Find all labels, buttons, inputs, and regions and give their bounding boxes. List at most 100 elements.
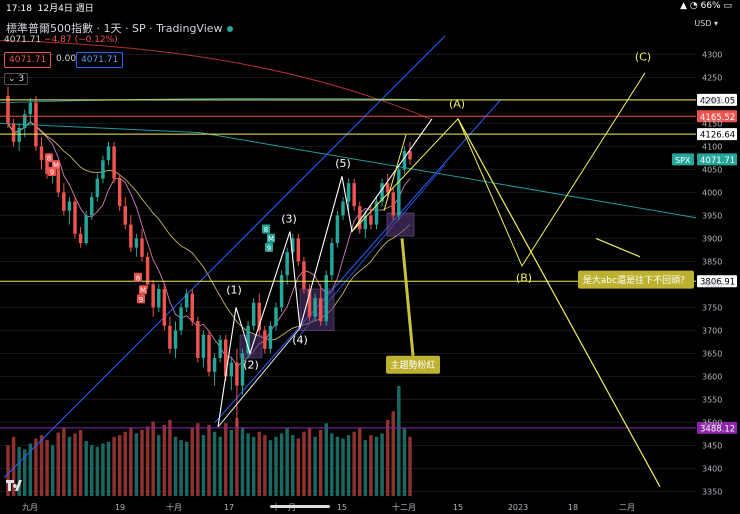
y-axis-tick: 3700 — [702, 326, 722, 335]
indicator-collapse-button[interactable]: ⌄ 3 — [4, 73, 29, 85]
current-price-label: 4071.71 — [700, 156, 735, 166]
candle-body — [28, 102, 33, 115]
candle-body — [39, 146, 44, 161]
x-axis-tick: 十二月 — [392, 502, 416, 512]
candle-body — [168, 325, 172, 349]
volume-bar — [235, 418, 239, 496]
volume-bar — [296, 438, 301, 496]
y-axis-tick: 3600 — [702, 372, 722, 381]
chart-title[interactable]: 標準普爾500指數 · 1天 · SP · TradingView — [6, 20, 233, 36]
current-price-tag — [697, 153, 737, 166]
wave-label: (3) — [281, 212, 297, 225]
candle-body — [335, 215, 340, 243]
candle-body — [224, 339, 228, 377]
candle-body — [179, 307, 183, 331]
candle-body — [218, 339, 222, 358]
candle-body — [346, 183, 351, 202]
volume-bar — [84, 441, 88, 496]
candle-body — [279, 275, 284, 308]
candle-body — [246, 325, 250, 354]
y-axis-tick: 3800 — [702, 280, 722, 289]
moving-average-line — [7, 121, 411, 341]
y-axis-tick: 3500 — [702, 418, 722, 427]
home-indicator — [270, 505, 330, 508]
signal-marker-text: 8 — [47, 155, 51, 163]
candle-body — [363, 215, 368, 230]
volume-bar — [397, 386, 401, 496]
volume-bar — [257, 431, 261, 496]
x-axis-tick: 15 — [453, 503, 463, 512]
volume-bar — [101, 443, 105, 496]
candle-body — [184, 293, 189, 308]
volume-bar — [307, 428, 312, 496]
candle-body — [285, 252, 289, 276]
battery-icon: ▭ — [723, 1, 732, 11]
y-axis-tick: 3450 — [702, 441, 722, 450]
volume-bar — [240, 428, 245, 496]
candle-body — [123, 206, 127, 225]
signal-marker — [137, 294, 145, 304]
volume-bar — [318, 430, 323, 496]
x-axis-tick: 十月 — [166, 502, 182, 512]
market-status-icon — [226, 26, 233, 32]
candle-body — [212, 358, 217, 372]
candle-body — [402, 151, 407, 170]
x-axis-tick: 2023 — [508, 503, 528, 512]
candle-body — [391, 192, 395, 216]
candle-body — [134, 238, 139, 248]
y-axis-tick: 3350 — [702, 487, 722, 496]
y-axis-tick: 4250 — [702, 73, 722, 82]
signal-marker — [48, 167, 56, 176]
candle-body — [67, 201, 72, 211]
candle-body — [385, 183, 390, 193]
volume-bar — [11, 436, 16, 496]
volume-bar — [145, 426, 150, 496]
volume-bar — [369, 435, 373, 496]
candle-body — [380, 183, 384, 202]
candle-body — [117, 178, 122, 207]
abc-projection-path — [351, 72, 646, 268]
signal-marker-text: 8 — [264, 226, 268, 234]
candle-body — [207, 335, 211, 372]
volume-bar — [251, 436, 256, 496]
x-axis-tick: 15 — [337, 503, 347, 512]
sell-price-box[interactable]: 4071.71 — [4, 52, 52, 68]
symbol-label: SPX — [675, 156, 691, 165]
candle-body — [374, 201, 379, 225]
candle-body — [302, 261, 306, 289]
zone-box — [239, 334, 263, 359]
volume-bar — [302, 431, 306, 496]
candle-body — [95, 178, 100, 197]
candle-body — [112, 146, 116, 179]
signal-marker-text: M — [140, 287, 146, 295]
candle-body — [352, 183, 356, 207]
candle-body — [11, 123, 16, 142]
volume-bar — [90, 445, 94, 496]
annotation-question: 是大abc還是往下不回頭？ — [583, 274, 689, 286]
volume-bar — [95, 446, 100, 496]
wave-label: (1) — [226, 284, 242, 297]
volume-bar — [129, 428, 133, 496]
volume-bar — [140, 430, 144, 496]
signal-marker — [262, 224, 270, 234]
volume-bar — [385, 419, 390, 496]
volume-bar — [17, 446, 21, 496]
candle-body — [151, 284, 155, 308]
buy-price-box[interactable]: 4071.71 — [76, 52, 124, 68]
level-price-label: 4201.05 — [700, 96, 735, 106]
volume-bar — [212, 431, 217, 496]
long-moving-average-line — [0, 40, 431, 120]
candle-body — [257, 302, 261, 331]
volume-bar — [117, 435, 122, 496]
volume-bar — [134, 433, 139, 496]
signal-marker — [265, 242, 273, 252]
candle-body — [408, 151, 412, 160]
volume-bar — [279, 433, 284, 496]
candle-body — [6, 95, 10, 124]
signal-marker-text: M — [53, 162, 59, 170]
volume-bar — [380, 433, 384, 496]
currency-selector[interactable]: USD ▾ — [694, 19, 718, 28]
spread-value: 0.00 — [56, 54, 77, 64]
callout-arrow — [383, 134, 407, 211]
